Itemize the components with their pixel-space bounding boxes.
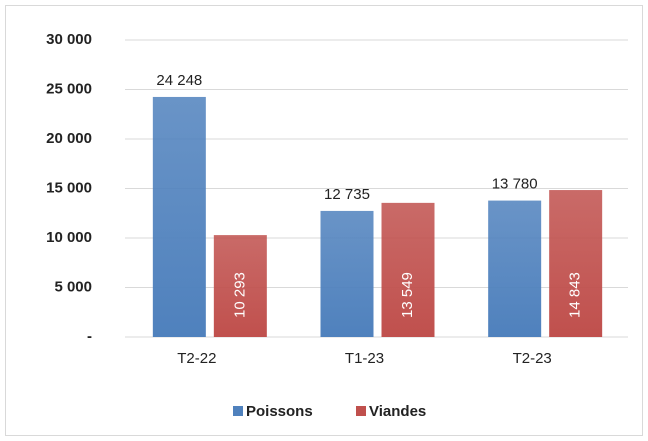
bar <box>488 200 542 337</box>
legend-label: Poissons <box>246 403 313 420</box>
bar <box>213 235 267 337</box>
data-label: 13 549 <box>399 272 416 318</box>
y-tick-label: 15 000 <box>46 179 92 196</box>
y-tick-label: 20 000 <box>46 130 92 147</box>
bar <box>152 96 206 338</box>
y-tick-label: - <box>87 328 92 345</box>
data-label: 13 780 <box>492 176 538 193</box>
y-tick-label: 25 000 <box>46 80 92 97</box>
x-tick-label: T2-23 <box>513 350 552 367</box>
bar <box>320 210 374 337</box>
x-tick-label: T1-23 <box>345 350 384 367</box>
x-tick-label: T2-22 <box>177 350 216 367</box>
data-label: 10 293 <box>231 272 248 318</box>
legend-swatch <box>356 406 366 416</box>
bar <box>381 202 435 337</box>
legend-swatch <box>233 406 243 416</box>
data-label: 24 248 <box>156 72 202 89</box>
bar <box>549 190 603 337</box>
legend-label: Viandes <box>369 403 426 420</box>
y-tick-label: 30 000 <box>46 31 92 48</box>
data-label: 12 735 <box>324 186 370 203</box>
y-tick-label: 5 000 <box>54 278 92 295</box>
data-label: 14 843 <box>567 272 584 318</box>
y-tick-label: 10 000 <box>46 229 92 246</box>
